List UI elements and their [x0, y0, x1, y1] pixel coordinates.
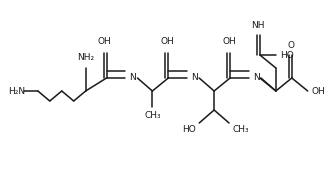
Text: HO: HO: [183, 125, 196, 135]
Text: OH: OH: [222, 38, 236, 46]
Text: CH₃: CH₃: [144, 111, 161, 121]
Text: OH: OH: [312, 87, 325, 96]
Text: N: N: [253, 74, 260, 82]
Text: H₂N: H₂N: [8, 87, 25, 96]
Text: OH: OH: [98, 38, 112, 46]
Text: NH: NH: [251, 22, 265, 30]
Text: N: N: [191, 74, 198, 82]
Text: CH₃: CH₃: [232, 125, 249, 135]
Text: O: O: [287, 41, 294, 49]
Text: OH: OH: [161, 38, 174, 46]
Text: NH₂: NH₂: [77, 53, 94, 62]
Text: HO: HO: [280, 51, 293, 59]
Text: N: N: [130, 74, 136, 82]
